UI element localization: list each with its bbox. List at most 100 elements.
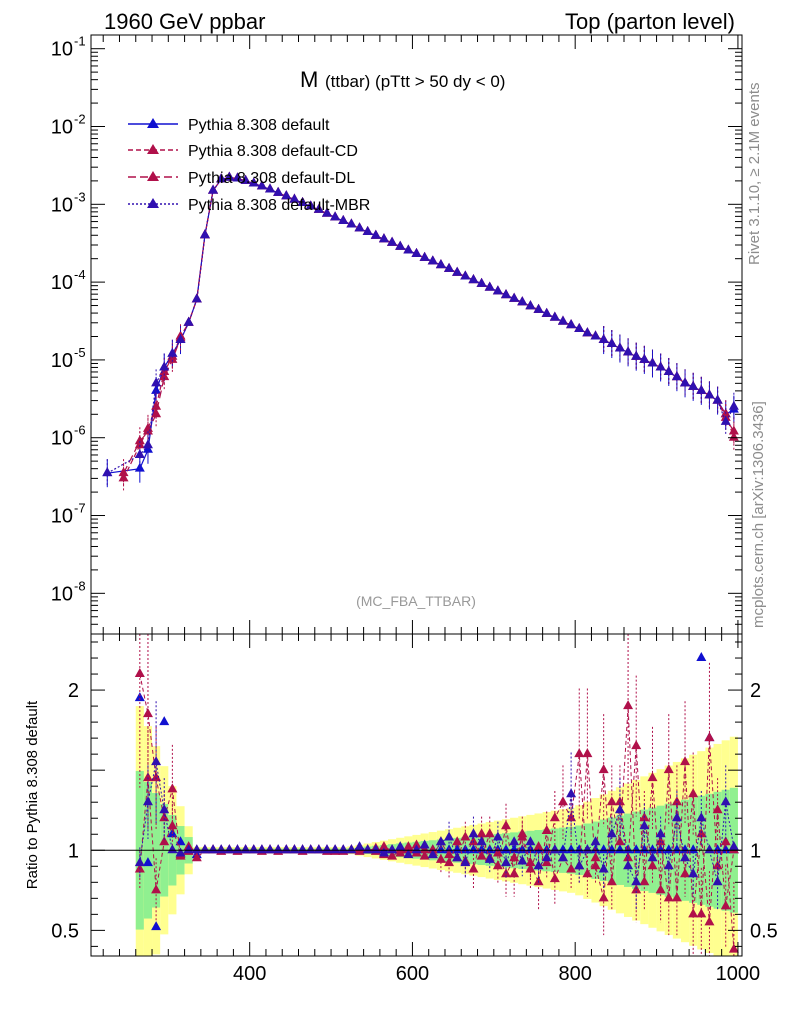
ratio-point [167,844,178,854]
data-point [720,415,731,425]
data-point [623,346,634,356]
ratio-point [671,812,682,822]
ratio-point [444,849,455,859]
ratio-point [549,844,560,854]
ratio-point [159,836,170,846]
ratio-point [688,868,699,878]
data-point [631,350,642,360]
data-point [142,439,153,449]
data-point [191,293,202,303]
ratio-point [403,849,414,859]
ratio-point [273,844,284,854]
y-tick-label: 10 [51,39,73,61]
ratio-point [680,756,691,766]
data-point [590,330,601,340]
data-point [159,371,170,381]
data-point [370,229,381,239]
series-line-0 [107,177,735,474]
ratio-point [427,844,438,854]
ratio-point [435,836,446,846]
ratio-point [452,844,463,854]
data-point [435,259,446,269]
data-point [566,319,577,329]
ratio-point [444,831,455,841]
y-tick-exponent: -3 [74,189,86,204]
ratio-point [574,748,585,758]
legend-entry-default-cd: Pythia 8.308 default-CD [128,143,358,160]
ratio-point [330,844,341,854]
ratio-point [655,828,666,838]
main-plot-series [102,171,739,493]
data-point [655,361,666,371]
ratio-point [191,844,202,854]
ratio-point [704,844,715,854]
data-point [582,327,593,337]
ratio-point [208,844,219,854]
x-tick-label: 800 [558,963,591,985]
ratio-point [338,844,349,854]
data-point [598,334,609,344]
ratio-point [142,772,153,782]
x-tick-label: 600 [396,963,429,985]
ratio-point [623,860,634,870]
ratio-point [541,857,552,867]
ratio-point [427,849,438,859]
data-point [460,270,471,280]
legend-label-default-dl: Pythia 8.308 default-DL [188,170,355,187]
data-point [549,311,560,321]
data-point [175,334,186,344]
data-point [305,200,316,210]
ratio-point [346,844,357,854]
ratio-point [696,652,707,662]
legend-entry-default-dl: Pythia 8.308 default-DL [128,170,355,187]
ratio-point [566,844,577,854]
ratio-point [362,844,373,854]
ratio-point [509,868,520,878]
ratio-point [598,892,609,902]
ratio-point [468,863,479,873]
ratio-point [419,839,430,849]
ratio-point [151,772,162,782]
data-point [151,377,162,387]
data-point [338,215,349,225]
ratio-point [590,860,601,870]
data-point [387,236,398,246]
ratio-point [541,825,552,835]
y-tick-exponent: -4 [74,267,86,282]
ratio-point [419,850,430,860]
y-tick-exponent: -5 [74,345,86,360]
y-tick-label: 10 [51,506,73,528]
data-point [216,173,227,183]
ratio-point [671,892,682,902]
ratio-point [501,820,512,830]
ratio-point [484,828,495,838]
y-tick-exponent: -1 [74,34,86,49]
ratio-point [606,828,617,838]
data-point [134,435,145,445]
ratio-point [549,873,560,883]
ratio-point [647,772,658,782]
y-tick-label: 10 [51,117,73,139]
ratio-y-axis-label: Ratio to Pythia 8.308 default [24,700,41,889]
ratio-point [541,852,552,862]
y-tick-label: 10 [51,350,73,372]
ratio-point [720,900,731,910]
ratio-point [183,844,194,854]
data-point [265,183,276,193]
data-point [330,211,341,221]
series-line-3 [107,177,735,474]
header-left: 1960 GeV ppbar [104,9,265,34]
y-tick-label: 10 [51,194,73,216]
ratio-point [720,844,731,854]
y-tick-exponent: -6 [74,423,86,438]
ratio-point [452,836,463,846]
data-point [647,357,658,367]
ratio-point [134,857,145,867]
ratio-plot-frame [90,633,743,957]
ratio-point [175,836,186,846]
data-point [614,342,625,352]
ratio-y-tick-label-right: 0.5 [750,920,778,942]
series-line-2 [123,177,735,474]
ratio-point [712,804,723,814]
data-point [289,193,300,203]
